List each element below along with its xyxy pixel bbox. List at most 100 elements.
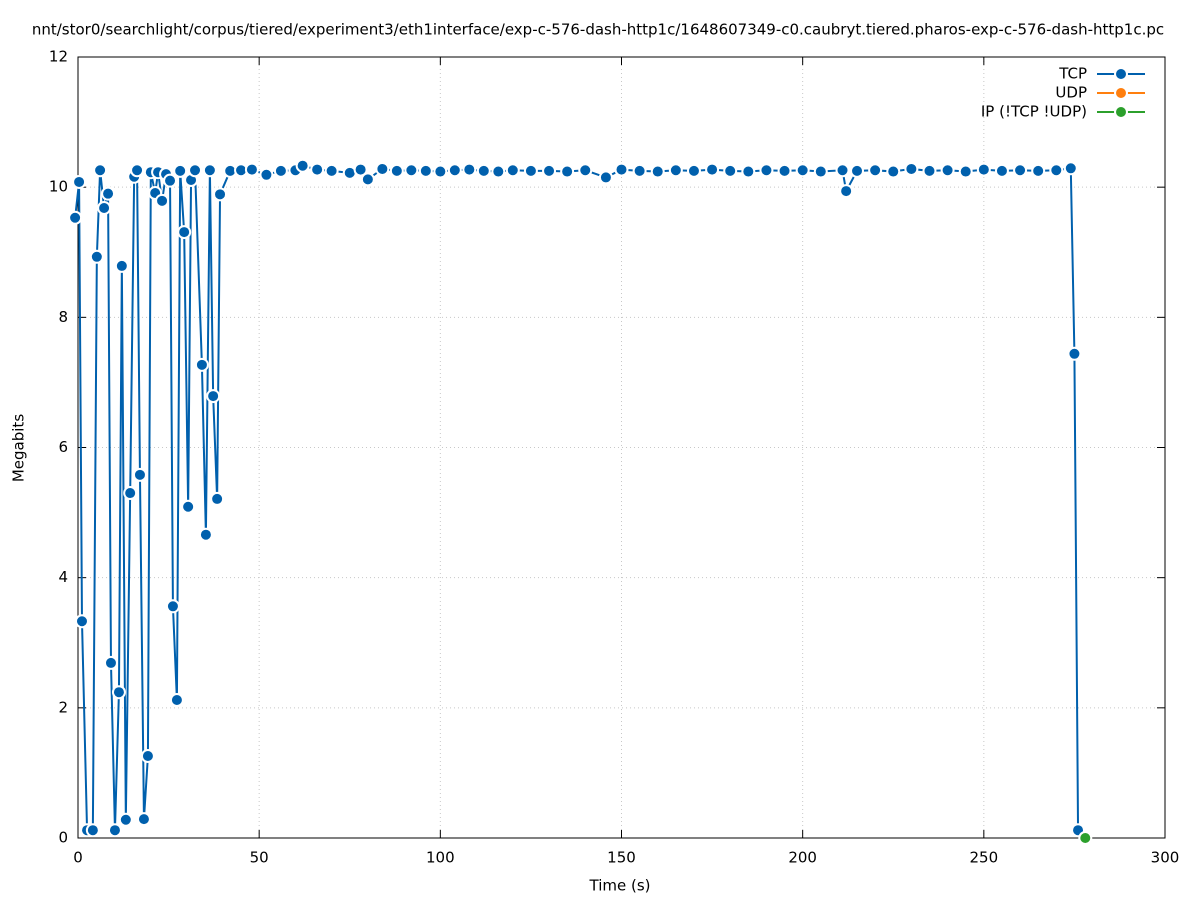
y-tick-label: 2 (58, 698, 68, 716)
data-point (1067, 346, 1082, 361)
data-point (668, 163, 683, 178)
data-point (389, 163, 404, 178)
data-point (994, 163, 1009, 178)
data-point (310, 162, 325, 177)
y-tick-label: 4 (58, 568, 68, 586)
data-point (273, 163, 288, 178)
data-point (85, 823, 100, 838)
data-point (650, 164, 665, 179)
y-tick-label: 6 (58, 438, 68, 456)
data-point (723, 163, 738, 178)
series-line (74, 164, 1080, 832)
x-tick-label: 150 (607, 849, 636, 867)
data-point (93, 163, 108, 178)
data-point (103, 655, 118, 670)
data-point (560, 164, 575, 179)
data-point (72, 174, 87, 189)
y-tick-label: 10 (49, 178, 68, 196)
data-point (922, 163, 937, 178)
data-point (89, 249, 104, 264)
data-point (1049, 163, 1064, 178)
data-point (353, 162, 368, 177)
data-point (181, 499, 196, 514)
data-point (523, 163, 538, 178)
data-point (206, 389, 221, 404)
data-point (210, 491, 225, 506)
data-point (686, 163, 701, 178)
data-point (505, 163, 520, 178)
data-point (433, 164, 448, 179)
data-point (904, 161, 919, 176)
x-axis-label: Time (s) (589, 877, 651, 895)
data-point (295, 158, 310, 173)
data-point (360, 172, 375, 187)
data-point (97, 200, 112, 215)
plot-frame (77, 56, 1166, 839)
data-point (324, 163, 339, 178)
data-point (244, 162, 259, 177)
data-point (101, 186, 116, 201)
data-point (598, 170, 613, 185)
data-point (74, 614, 89, 629)
data-point (578, 163, 593, 178)
data-point (1031, 163, 1046, 178)
x-tick-label: 200 (788, 849, 817, 867)
x-tick-label: 0 (73, 849, 83, 867)
data-point (850, 163, 865, 178)
data-point (194, 357, 209, 372)
data-point (813, 164, 828, 179)
data-point (136, 812, 151, 827)
data-point (130, 163, 145, 178)
x-tick-label: 300 (1151, 849, 1180, 867)
y-tick-label: 8 (58, 308, 68, 326)
y-tick-label: 12 (49, 48, 68, 66)
data-point (839, 184, 854, 199)
data-point (68, 210, 83, 225)
data-point (741, 164, 756, 179)
data-point (163, 173, 178, 188)
data-point (632, 163, 647, 178)
legend-label: IP (!TCP !UDP) (981, 103, 1087, 121)
legend-label: UDP (1055, 84, 1087, 102)
data-point (705, 162, 720, 177)
data-point (213, 187, 228, 202)
data-point (177, 225, 192, 240)
data-point (976, 162, 991, 177)
y-axis-label: Megabits (10, 414, 28, 482)
legend-marker (1114, 86, 1128, 100)
data-point (462, 162, 477, 177)
data-point (542, 163, 557, 178)
data-point (259, 167, 274, 182)
x-tick-label: 250 (970, 849, 999, 867)
data-point (614, 162, 629, 177)
data-point (111, 685, 126, 700)
data-point (476, 163, 491, 178)
data-point (886, 164, 901, 179)
data-point (118, 812, 133, 827)
data-point (132, 467, 147, 482)
data-point (107, 823, 122, 838)
chart-title: nnt/stor0/searchlight/corpus/tiered/expe… (32, 21, 1164, 39)
data-point (155, 193, 170, 208)
data-point (165, 599, 180, 614)
data-point (777, 163, 792, 178)
data-point (418, 163, 433, 178)
legend-marker (1114, 67, 1128, 81)
data-point (114, 258, 129, 273)
legend-marker (1114, 105, 1128, 119)
data-point (188, 163, 203, 178)
data-point (447, 163, 462, 178)
data-point (795, 163, 810, 178)
data-point (404, 163, 419, 178)
data-point (140, 748, 155, 763)
data-point (123, 486, 138, 501)
data-point (1063, 161, 1078, 176)
data-point (173, 163, 188, 178)
data-point (198, 527, 213, 542)
data-point (169, 693, 184, 708)
data-point (1013, 163, 1028, 178)
data-point (375, 161, 390, 176)
data-point (958, 164, 973, 179)
data-point (491, 164, 506, 179)
